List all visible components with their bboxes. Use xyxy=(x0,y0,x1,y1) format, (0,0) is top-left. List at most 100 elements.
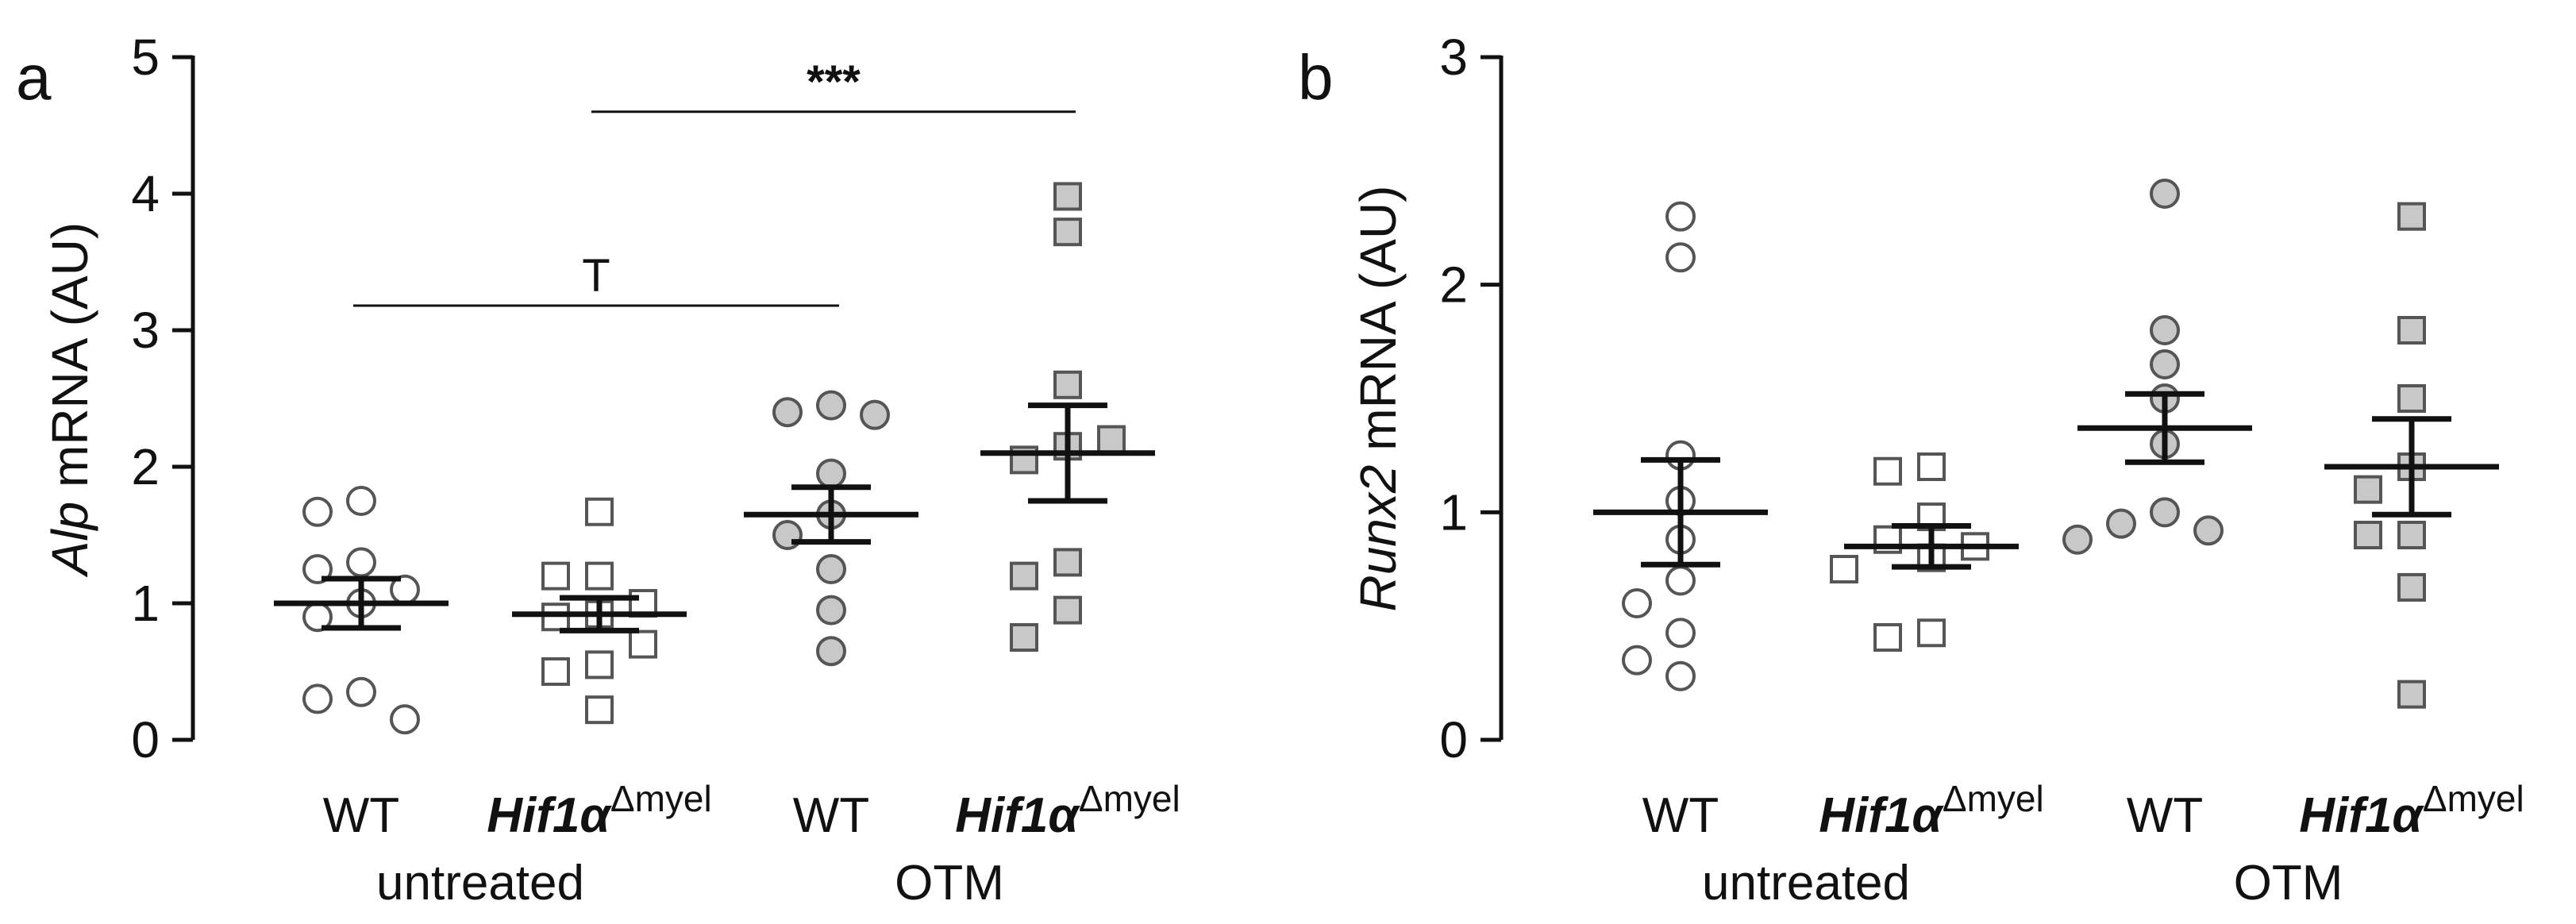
y-tick-label: 4 xyxy=(131,165,160,222)
panel-letter: b xyxy=(1298,42,1334,113)
data-point xyxy=(585,695,614,725)
y-tick-label: 3 xyxy=(131,302,160,359)
data-point xyxy=(2150,315,2180,345)
data-point xyxy=(1622,588,1652,618)
x-category-name: WT xyxy=(1642,788,1719,843)
data-point xyxy=(585,561,614,591)
data-point xyxy=(1665,565,1696,596)
x-category-name: Hif1α xyxy=(2299,788,2424,843)
series-1 xyxy=(1830,452,2019,652)
x-category-superscript: Δmyel xyxy=(1943,778,2044,819)
x-category-name: WT xyxy=(323,788,399,843)
data-point xyxy=(1053,182,1082,211)
x-category-name: Hif1α xyxy=(1819,788,1944,843)
data-point xyxy=(1053,548,1082,577)
data-point xyxy=(1010,623,1038,652)
condition-label: untreated xyxy=(1702,856,1910,911)
data-point xyxy=(629,629,657,659)
series-1 xyxy=(512,497,687,725)
x-category-superscript: Δmyel xyxy=(1079,778,1180,819)
data-point xyxy=(302,554,333,584)
data-point xyxy=(2150,349,2180,379)
data-point xyxy=(1665,201,1696,232)
significance-label: T xyxy=(582,250,610,302)
series-0 xyxy=(1593,201,1768,691)
series-2 xyxy=(2062,179,2252,555)
series-3 xyxy=(2324,202,2499,709)
data-point xyxy=(585,497,614,526)
data-point xyxy=(2062,524,2093,555)
y-tick-label: 0 xyxy=(131,711,160,768)
y-axis-label: Runx2 mRNA (AU) xyxy=(1350,186,1407,612)
data-point xyxy=(816,636,846,667)
y-tick-label: 1 xyxy=(131,575,160,632)
data-point xyxy=(302,683,333,714)
data-point xyxy=(1622,645,1652,676)
y-tick-label: 2 xyxy=(1439,256,1468,314)
data-point xyxy=(2354,521,2382,549)
data-point xyxy=(2397,572,2426,602)
data-point xyxy=(346,676,376,707)
x-category-label: Hif1αΔmyel xyxy=(2299,778,2524,843)
data-point xyxy=(390,704,420,735)
y-axis-label: Alp mRNA (AU) xyxy=(41,222,98,579)
x-category-label: WT xyxy=(1642,788,1719,843)
data-point xyxy=(2397,680,2426,709)
data-point xyxy=(1097,425,1126,454)
y-tick-label: 1 xyxy=(1439,483,1468,541)
x-category-name: WT xyxy=(2127,788,2203,843)
data-point xyxy=(2397,521,2426,549)
series-0 xyxy=(274,486,449,735)
data-point xyxy=(860,399,890,430)
data-point xyxy=(1917,618,1946,648)
data-point xyxy=(302,496,333,527)
data-point xyxy=(1830,555,1858,583)
data-point xyxy=(2193,515,2224,546)
data-point xyxy=(1053,218,1082,247)
panel-letter: a xyxy=(16,42,52,113)
y-axis-label-gene: Alp xyxy=(41,502,98,579)
data-point xyxy=(1010,561,1038,591)
data-point xyxy=(1873,623,1902,652)
data-point xyxy=(1917,452,1946,481)
y-tick-label: 5 xyxy=(131,29,160,86)
x-category-label: Hif1αΔmyel xyxy=(955,778,1180,843)
data-point xyxy=(541,657,570,686)
data-point xyxy=(772,397,803,428)
data-point xyxy=(1053,595,1082,625)
condition-label: OTM xyxy=(895,856,1004,911)
x-category-name: WT xyxy=(793,788,869,843)
data-point xyxy=(1665,618,1696,649)
x-category-name: Hif1α xyxy=(955,788,1080,843)
x-category-label: WT xyxy=(793,788,869,843)
x-category-label: WT xyxy=(2127,788,2203,843)
data-point xyxy=(1873,456,1902,486)
condition-label: untreated xyxy=(376,856,584,911)
data-point xyxy=(585,650,614,680)
y-axis-label-gene: Runx2 xyxy=(1350,465,1407,612)
x-category-label: Hif1αΔmyel xyxy=(1819,778,2043,843)
y-axis-label-unit: mRNA (AU) xyxy=(41,222,98,502)
data-point xyxy=(2397,316,2426,345)
data-point xyxy=(2106,508,2136,539)
condition-label: OTM xyxy=(2234,856,2343,911)
data-point xyxy=(2354,475,2382,504)
y-tick-label: 2 xyxy=(131,438,160,495)
y-tick-label: 3 xyxy=(1439,29,1468,86)
data-point xyxy=(2397,384,2426,413)
data-point xyxy=(2397,202,2426,231)
series-2 xyxy=(744,390,918,667)
data-point xyxy=(1665,660,1696,691)
data-point xyxy=(816,458,846,489)
data-point xyxy=(346,547,376,578)
data-point xyxy=(2150,179,2180,209)
x-category-superscript: Δmyel xyxy=(610,778,712,819)
x-category-name: Hif1α xyxy=(487,788,612,843)
data-point xyxy=(1053,370,1082,399)
data-point xyxy=(816,554,846,584)
data-point xyxy=(2150,497,2180,528)
data-point xyxy=(541,561,570,591)
